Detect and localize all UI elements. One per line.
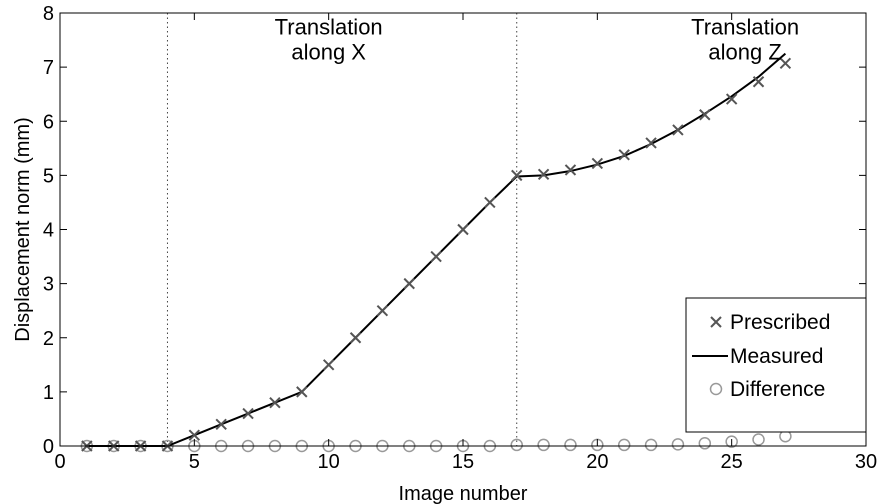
prescribed-point xyxy=(349,332,362,344)
cross-stroke xyxy=(725,93,738,105)
cross-stroke xyxy=(645,137,657,149)
prescribed-point xyxy=(296,386,308,398)
prescribed-point xyxy=(484,196,496,209)
cross-stroke xyxy=(215,418,227,431)
prescribed-point xyxy=(269,396,281,409)
difference-point xyxy=(510,438,523,452)
prescribed-point xyxy=(537,168,550,180)
y-tick-label: 7 xyxy=(43,57,54,79)
prescribed-point xyxy=(376,304,389,317)
difference-point xyxy=(698,437,712,450)
cross-stroke xyxy=(511,169,523,182)
cross-stroke xyxy=(591,157,604,170)
y-tick-label: 5 xyxy=(43,165,54,187)
y-tick-label: 3 xyxy=(43,274,54,296)
difference-point xyxy=(644,438,658,452)
x-tick-label: 0 xyxy=(54,451,65,473)
x-tick-label: 15 xyxy=(452,451,474,473)
y-tick-label: 1 xyxy=(43,382,54,404)
x-tick-label: 30 xyxy=(855,451,877,473)
legend-label: Measured xyxy=(730,345,823,368)
difference-point xyxy=(752,433,765,446)
annotation-text: along X xyxy=(291,40,366,65)
prescribed-point xyxy=(672,124,684,136)
annotation-text: Translation xyxy=(691,15,799,40)
prescribed-point xyxy=(215,418,227,431)
measured-line xyxy=(86,52,787,447)
annotation-text: Translation xyxy=(275,15,383,40)
annotation-text: along Z xyxy=(708,40,781,65)
prescribed-point xyxy=(188,429,201,441)
x-axis-title: Image number xyxy=(399,483,528,504)
difference-point xyxy=(564,438,577,452)
y-tick-label: 6 xyxy=(43,111,54,133)
prescribed-point xyxy=(511,169,523,182)
cross-stroke xyxy=(457,223,469,236)
prescribed-point xyxy=(457,223,469,236)
y-tick-label: 0 xyxy=(43,436,54,458)
cross-stroke xyxy=(403,277,415,290)
cross-stroke xyxy=(296,386,308,398)
cross-stroke xyxy=(376,304,389,317)
cross-stroke xyxy=(188,429,201,441)
cross-stroke xyxy=(349,332,362,344)
cross-stroke xyxy=(564,164,577,176)
prescribed-point xyxy=(725,93,738,105)
prescribed-point xyxy=(779,57,792,70)
legend-circle-icon xyxy=(709,382,723,396)
prescribed-point xyxy=(564,164,577,176)
prescribed-point xyxy=(591,157,604,170)
difference-point xyxy=(671,438,685,451)
cross-stroke xyxy=(269,396,281,409)
cross-stroke xyxy=(322,359,335,371)
difference-point xyxy=(617,438,631,452)
prescribed-point xyxy=(752,76,765,88)
y-tick-label: 4 xyxy=(43,220,54,242)
x-tick-label: 10 xyxy=(318,451,340,473)
prescribed-point xyxy=(645,137,657,149)
cross-stroke xyxy=(699,109,711,121)
prescribed-point xyxy=(322,359,335,371)
x-tick-label: 20 xyxy=(586,451,608,473)
legend-cross-icon xyxy=(710,316,722,328)
difference-point xyxy=(537,438,550,452)
cross-stroke xyxy=(242,407,254,420)
prescribed-point xyxy=(242,407,254,420)
prescribed-point xyxy=(699,109,711,121)
legend-label: Prescribed xyxy=(730,311,830,334)
cross-stroke xyxy=(752,76,765,88)
prescribed-point xyxy=(618,149,630,161)
x-tick-label: 5 xyxy=(189,451,200,473)
prescribed-point xyxy=(403,277,415,290)
y-tick-label: 2 xyxy=(43,328,54,350)
difference-point xyxy=(725,435,738,448)
cross-stroke xyxy=(779,57,792,70)
cross-stroke xyxy=(484,196,496,209)
legend-box xyxy=(685,297,867,433)
cross-stroke xyxy=(430,250,442,263)
cross-stroke xyxy=(618,149,630,161)
cross-stroke xyxy=(537,168,550,180)
y-tick-label: 8 xyxy=(43,3,54,25)
legend-label: Difference xyxy=(730,378,825,401)
x-tick-label: 25 xyxy=(721,451,743,473)
prescribed-point xyxy=(430,250,442,263)
cross-stroke xyxy=(672,124,684,136)
y-axis-title: Displacement norm (mm) xyxy=(12,117,34,341)
legend: Prescribed Measured Difference xyxy=(685,297,867,433)
cross-stroke xyxy=(710,316,722,328)
